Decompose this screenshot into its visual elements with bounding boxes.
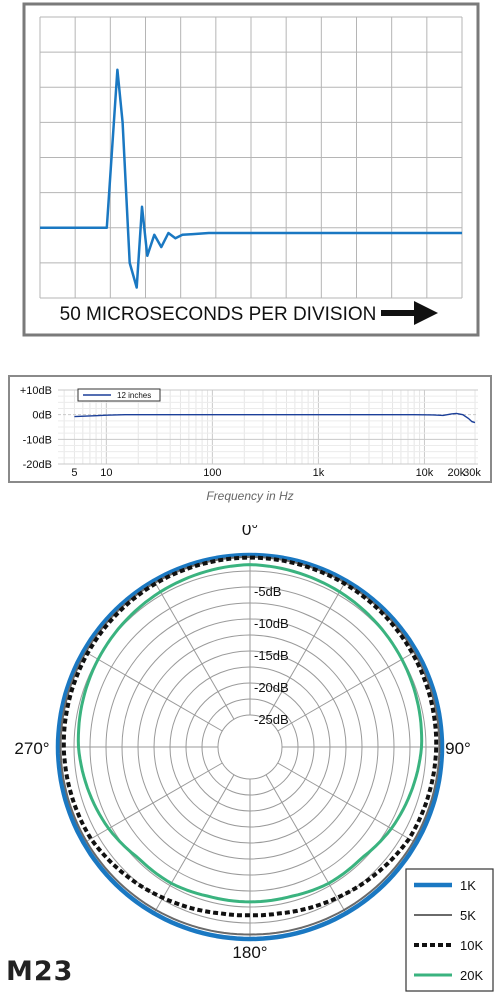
polar-spoke xyxy=(83,650,223,732)
polar-series-20k xyxy=(76,563,424,904)
polar-spoke xyxy=(277,650,417,732)
polar-legend-label: 5K xyxy=(460,908,476,923)
polar-series-1k xyxy=(55,552,445,942)
freq-legend: 12 inches xyxy=(77,388,161,402)
polar-legend-label: 20K xyxy=(460,968,483,983)
freq-x-tick-label: 10k xyxy=(416,467,434,479)
freq-series-line xyxy=(74,412,476,424)
freq-x-tick-label: 100 xyxy=(203,467,221,479)
polar-angle-label: 180° xyxy=(232,943,267,962)
polar-spoke xyxy=(153,580,235,720)
polar-spoke xyxy=(153,774,235,914)
polar-angle-label: 270° xyxy=(14,739,49,758)
polar-radial-label: -10dB xyxy=(254,616,289,631)
freq-x-tick-label: 10 xyxy=(100,467,112,479)
freq-y-tick-label: -20dB xyxy=(23,459,52,471)
freq-y-tick-label: -10dB xyxy=(23,434,52,446)
freq-legend-label: 12 inches xyxy=(117,391,151,400)
polar-spoke xyxy=(265,580,347,720)
freq-x-tick-label: 20k xyxy=(447,467,465,479)
right-arrow-icon xyxy=(381,301,438,325)
polar-radial-label: -20dB xyxy=(254,680,289,695)
polar-angle-label: 0° xyxy=(242,525,258,539)
freq-x-tick-label: 5 xyxy=(71,467,77,479)
polar-legend-label: 1K xyxy=(460,878,476,893)
polar-radial-label: -15dB xyxy=(254,648,289,663)
polar-series-10k xyxy=(61,555,439,918)
polar-pattern-chart: 0° 90° 180° 270° -5dB -10dB -15dB -20dB -25dB 1K… xyxy=(14,525,494,992)
freq-x-label: Frequency in Hz xyxy=(206,489,293,503)
impulse-response-chart: 50 MICROSECONDS PER DIVISION xyxy=(22,2,480,337)
polar-spoke xyxy=(277,762,417,844)
freq-x-tick-label: 30k xyxy=(463,467,481,479)
polar-radial-label: -5dB xyxy=(254,584,281,599)
polar-spoke xyxy=(83,762,223,844)
polar-angle-label: 90° xyxy=(445,739,471,758)
polar-legend-box xyxy=(405,868,494,992)
polar-spoke xyxy=(265,774,347,914)
polar-series-5k xyxy=(59,555,441,936)
polar-legend-label: 10K xyxy=(460,938,483,953)
freq-x-tick-label: 1k xyxy=(313,467,325,479)
scope-x-label: 50 MICROSECONDS PER DIVISION xyxy=(60,304,377,325)
model-label: M23 xyxy=(6,956,74,987)
freq-y-tick-label: 0dB xyxy=(32,410,52,422)
polar-radial-label: -25dB xyxy=(254,712,289,727)
freq-y-tick-label: +10dB xyxy=(20,385,52,397)
scope-trace-line xyxy=(40,68,462,289)
